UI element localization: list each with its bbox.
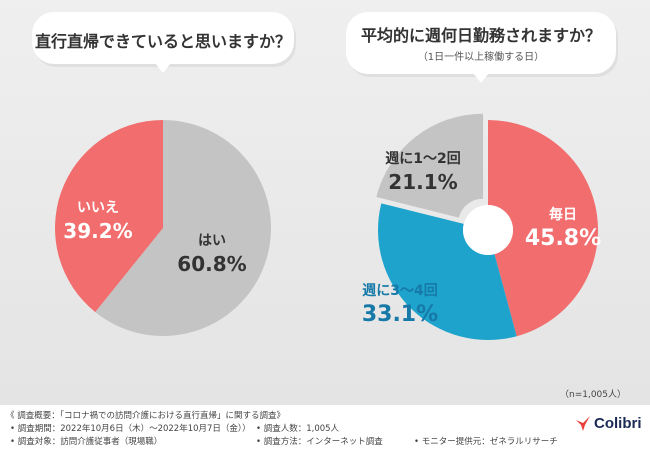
brand-name: Colibri — [594, 414, 642, 432]
slice-label-0: はい — [198, 233, 226, 249]
pie-slice-0 — [95, 120, 272, 337]
slice-label-1: 週に3〜4回 — [362, 283, 437, 299]
footer-provider: • モニター提供元：ゼネラルリサーチ — [414, 437, 558, 447]
sample-size-note: （n=1,005人） — [560, 390, 627, 400]
chart-2-title: 平均的に週何日勤務されますか？ — [360, 26, 601, 45]
pie-slice-1 — [55, 120, 164, 313]
bubble-tail-2 — [473, 73, 489, 83]
footer-target: • 調査対象：訪問介護従事者（現場職） — [10, 437, 163, 447]
footer-method: • 調査方法：インターネット調査 — [256, 437, 383, 447]
pie-chart-2: 毎日 45.8% 週に3〜4回 33.1% 週に1〜2回 21.1% — [362, 113, 601, 340]
slice-label-2: 週に1〜2回 — [385, 151, 460, 167]
chart-2-subtitle: （1日一件以上稼働する日） — [417, 52, 545, 63]
slice-value-0: 60.8% — [177, 252, 246, 276]
chart-1-title: 直行直帰できていると思いますか？ — [34, 32, 291, 51]
question-bubble-2: 平均的に週何日勤務されますか？ （1日一件以上稼働する日） — [346, 12, 616, 74]
footer-count: • 調査人数：1,005人 — [256, 424, 340, 434]
footer-title: 《 調査概要：「コロナ禍での訪問介護における直行直帰」に関する調査》 — [6, 411, 285, 421]
slice-value-1: 39.2% — [63, 219, 132, 243]
donut-hole — [463, 205, 513, 255]
pie-slice-2 — [376, 113, 484, 218]
slice-label-0: 毎日 — [549, 206, 577, 223]
slice-value-0: 45.8% — [525, 226, 601, 251]
slice-label-1: いいえ — [77, 200, 119, 216]
colibri-logo: Colibri — [574, 414, 642, 432]
bubble-tail-1 — [155, 63, 171, 73]
pie-slice-0 — [488, 120, 598, 337]
pie-slice-1 — [378, 203, 517, 340]
slice-value-2: 21.1% — [388, 170, 457, 194]
question-bubble-1: 直行直帰できていると思いますか？ — [32, 12, 294, 64]
hummingbird-icon — [576, 416, 590, 431]
slice-value-1: 33.1% — [362, 302, 438, 327]
footer-period: • 調査期間：2022年10月6日（木）〜2022年10月7日（金）） — [10, 424, 251, 434]
pie-chart-1: はい 60.8% いいえ 39.2% — [55, 120, 272, 337]
survey-footer: 《 調査概要：「コロナ禍での訪問介護における直行直帰」に関する調査》 • 調査期… — [0, 405, 650, 450]
